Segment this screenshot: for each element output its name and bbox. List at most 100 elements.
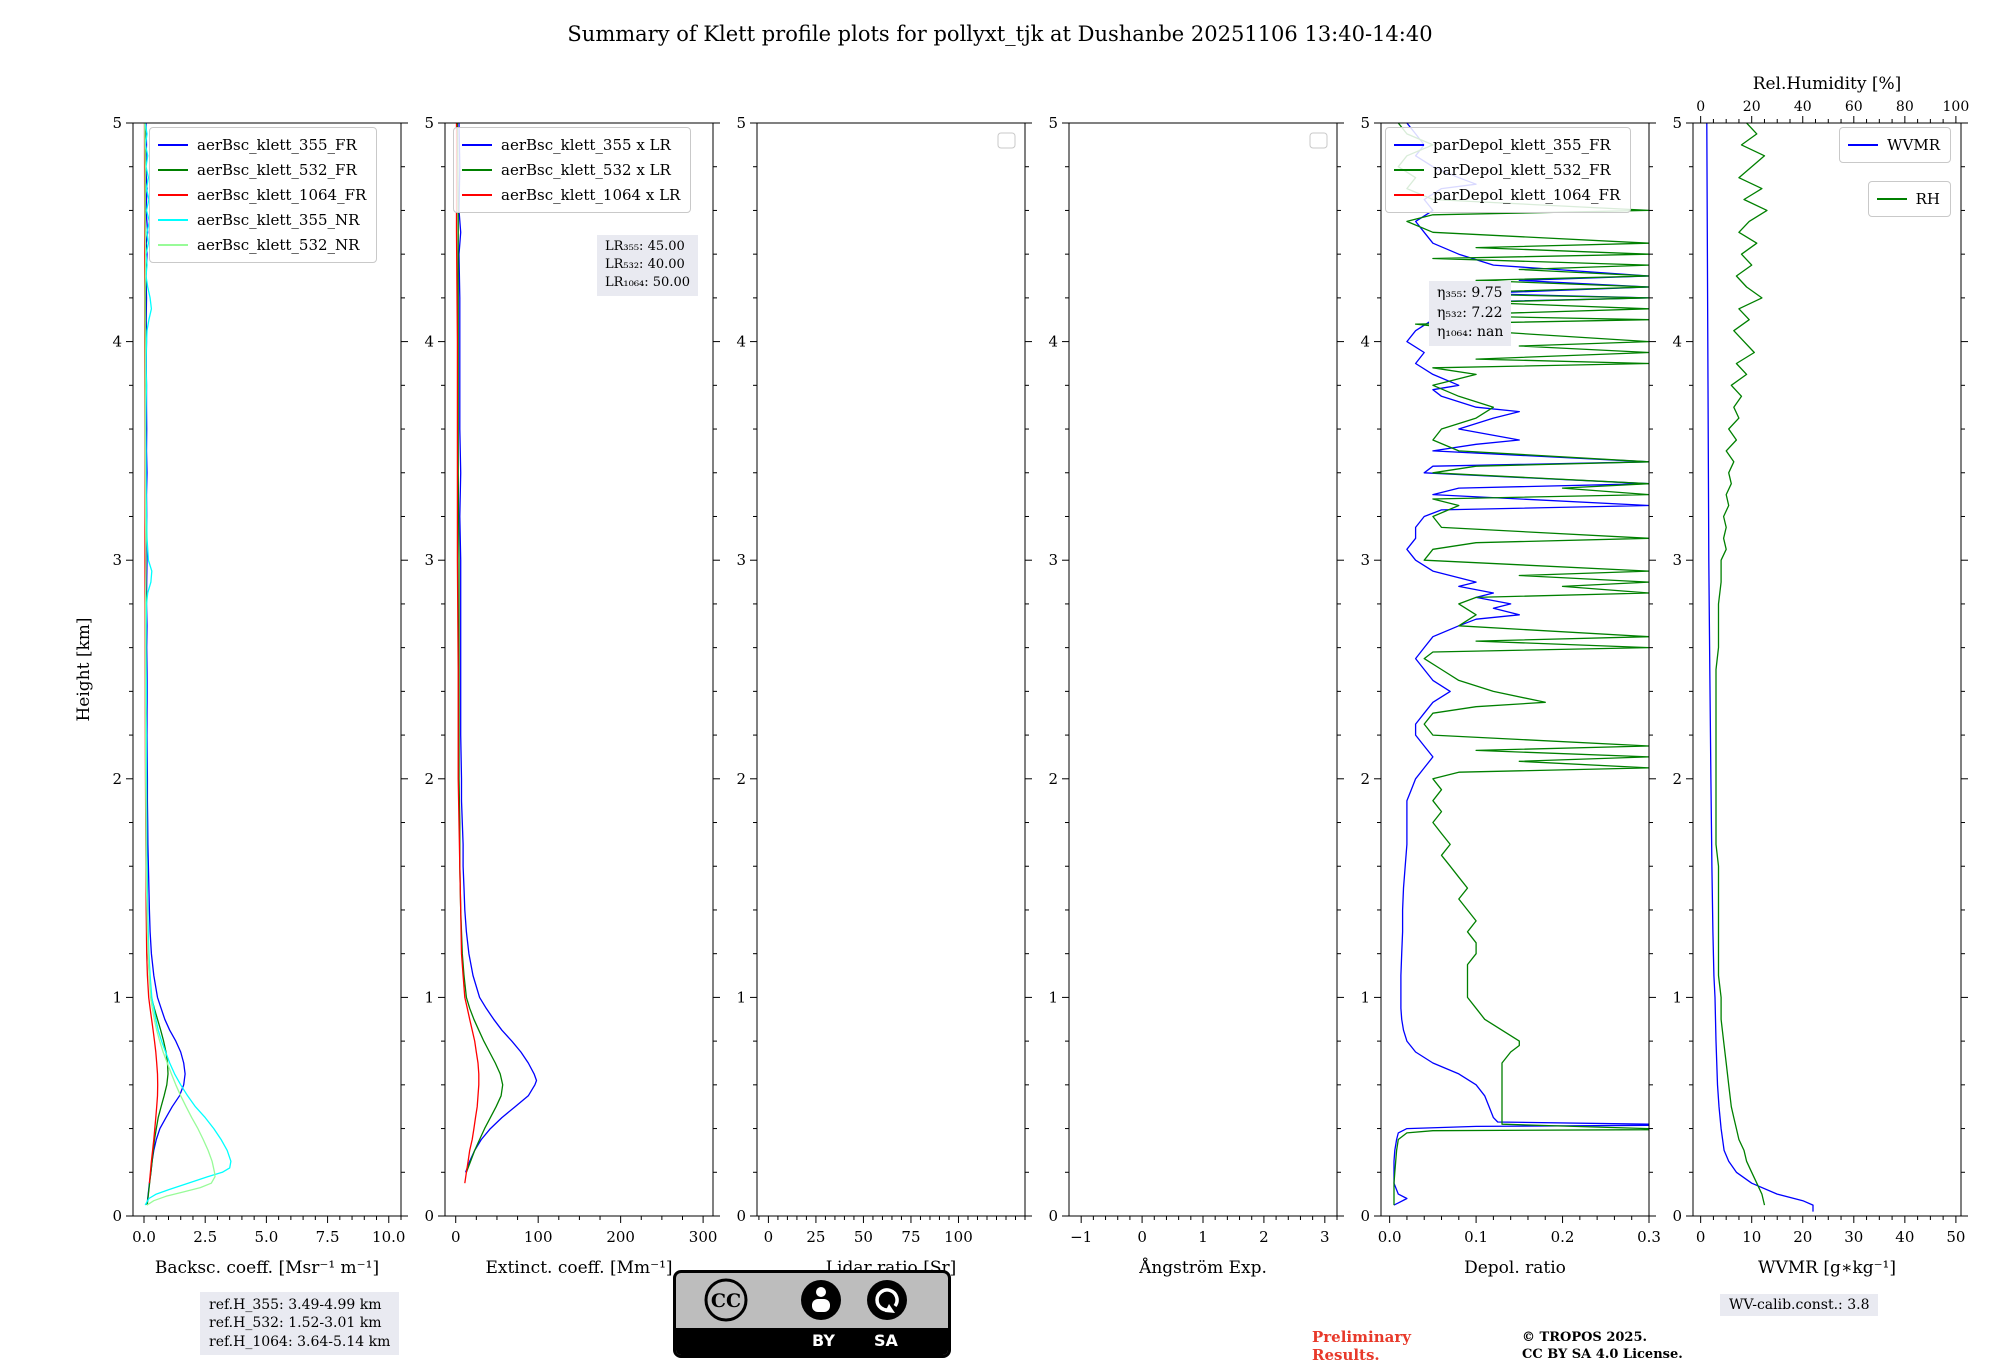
series-parDepol_klett_532_FR <box>1393 123 1649 1206</box>
x-axis-title: Extinct. coeff. [Mm⁻¹] <box>485 1258 672 1278</box>
y-tick-label: 0 <box>424 1207 434 1225</box>
x-axis-title: WVMR [g∗kg⁻¹] <box>1758 1258 1896 1278</box>
reference-height-box: ref.H_355: 3.49-4.99 km ref.H_532: 1.52-… <box>200 1292 400 1356</box>
ref-h-1064: ref.H_1064: 3.64-5.14 km <box>209 1333 391 1350</box>
y-tick-label: 2 <box>1048 770 1058 788</box>
y-tick-label: 1 <box>1360 988 1370 1006</box>
y-tick-label: 2 <box>1672 770 1682 788</box>
top-tick-label: 60 <box>1845 99 1863 115</box>
y-axis-title: Height [km] <box>74 617 94 721</box>
axes-frame <box>1380 122 1650 1217</box>
y-tick-label: 2 <box>112 770 122 788</box>
tropos-copyright: © TROPOS 2025. CC BY SA 4.0 License. <box>1522 1330 1683 1360</box>
x-tick-label: 75 <box>901 1228 920 1246</box>
x-tick-label: 0 <box>1696 1228 1706 1246</box>
y-tick-label: 3 <box>424 551 434 569</box>
x-tick-label: 100 <box>944 1228 973 1246</box>
x-tick-label: 5.0 <box>254 1228 278 1246</box>
panel-angstroem: −1 0 1 2 3 0 1 2 3 4 5 Ångström Exp. <box>1048 114 1344 1278</box>
x-tick-label: 0.0 <box>132 1228 156 1246</box>
x-tick-label: 10 <box>1742 1228 1761 1246</box>
axes-frame <box>1068 122 1338 1217</box>
wv-calib-const: WV-calib.const.: 3.8 <box>1720 1294 1879 1316</box>
x-tick-label: 0 <box>764 1228 774 1246</box>
x-tick-label: 200 <box>606 1228 635 1246</box>
y-tick-label: 3 <box>1672 551 1682 569</box>
y-tick-label: 3 <box>112 551 122 569</box>
x-tick-label: 100 <box>524 1228 553 1246</box>
top-tick-label: 100 <box>1943 99 1970 115</box>
axes-frame <box>1692 122 1962 1217</box>
y-tick-label: 1 <box>736 988 746 1006</box>
x-tick-label: 20 <box>1793 1228 1812 1246</box>
y-tick-label: 1 <box>112 988 122 1006</box>
y-tick-label: 4 <box>112 333 122 351</box>
empty-legend-box <box>1309 132 1328 149</box>
x-tick-label: 7.5 <box>316 1228 340 1246</box>
cc-badge-strip: BY SA <box>676 1328 948 1355</box>
y-tick-label: 0 <box>1672 1207 1682 1225</box>
x-tick-label: 0.3 <box>1637 1228 1661 1246</box>
series-aerBsc_klett_355_x_LR <box>458 123 538 1173</box>
x-tick-label: 0.2 <box>1551 1228 1575 1246</box>
y-tick-label: 2 <box>736 770 746 788</box>
x-tick-label: 0 <box>1137 1228 1147 1246</box>
y-tick-label: 3 <box>1360 551 1370 569</box>
y-tick-label: 4 <box>1048 333 1058 351</box>
y-tick-label: 5 <box>112 114 122 132</box>
x-tick-label: 1 <box>1198 1228 1208 1246</box>
y-tick-label: 0 <box>1048 1207 1058 1225</box>
x-tick-label: −1 <box>1070 1228 1092 1246</box>
cc-sa-label: SA <box>874 1331 898 1350</box>
cc-badge-icons: CC <box>704 1278 907 1322</box>
y-tick-label: 0 <box>1360 1207 1370 1225</box>
top-tick-label: 0 <box>1696 99 1705 115</box>
y-tick-label: 4 <box>1360 333 1370 351</box>
y-tick-label: 5 <box>1672 114 1682 132</box>
y-tick-label: 4 <box>424 333 434 351</box>
ref-h-532: ref.H_532: 1.52-3.01 km <box>209 1315 382 1332</box>
y-tick-label: 5 <box>1360 114 1370 132</box>
y-tick-label: 1 <box>1048 988 1058 1006</box>
axes-frame <box>132 122 402 1217</box>
y-tick-label: 0 <box>112 1207 122 1225</box>
y-tick-label: 4 <box>1672 333 1682 351</box>
cc-circle-icon <box>704 1278 748 1322</box>
panel-extinction: 0 100 200 300 0 1 2 3 4 5 Extinct. coeff. [Mm⁻¹] <box>424 114 720 1278</box>
y-tick-label: 3 <box>736 551 746 569</box>
top-axis-title: Rel.Humidity [%] <box>1753 74 1902 94</box>
y-tick-label: 4 <box>736 333 746 351</box>
panel-depol-ratio: 0.0 0.1 0.2 0.3 0 1 2 3 4 5 Depol. ratio <box>1360 114 1660 1278</box>
series-aerBsc_klett_1064_x_LR <box>455 123 480 1184</box>
series-aerBsc_klett_532_FR <box>144 123 169 1206</box>
series-aerBsc_klett_355_FR <box>145 123 186 1206</box>
x-axis-title: Ångström Exp. <box>1138 1257 1267 1278</box>
x-tick-label: 2.5 <box>193 1228 217 1246</box>
y-tick-label: 2 <box>1360 770 1370 788</box>
x-tick-label: 0.1 <box>1464 1228 1488 1246</box>
x-tick-label: 40 <box>1895 1228 1914 1246</box>
x-axis-title: Depol. ratio <box>1464 1258 1566 1278</box>
x-tick-label: 50 <box>854 1228 873 1246</box>
y-tick-label: 3 <box>1048 551 1058 569</box>
by-person-icon <box>801 1280 841 1320</box>
panel-backscatter: 0.0 2.5 5.0 7.5 10.0 0 1 2 3 4 5 Backsc. coeff. [Ms… <box>74 114 408 1278</box>
axes-frame <box>444 122 714 1217</box>
cc-by-sa-badge: CC BY SA <box>673 1270 951 1358</box>
series-RH <box>1715 123 1768 1206</box>
y-tick-label: 1 <box>1672 988 1682 1006</box>
series-aerBsc_klett_532_x_LR <box>456 123 504 1173</box>
x-tick-label: 10.0 <box>372 1228 405 1246</box>
top-tick-label: 20 <box>1743 99 1761 115</box>
y-tick-label: 5 <box>736 114 746 132</box>
series-WVMR <box>1706 123 1814 1212</box>
sa-arrow-icon <box>867 1280 907 1320</box>
x-tick-label: 300 <box>689 1228 718 1246</box>
axes-frame <box>756 122 1026 1217</box>
x-tick-label: 30 <box>1844 1228 1863 1246</box>
x-tick-label: 25 <box>806 1228 825 1246</box>
figure-title: Summary of Klett profile plots for polly… <box>567 22 1433 46</box>
